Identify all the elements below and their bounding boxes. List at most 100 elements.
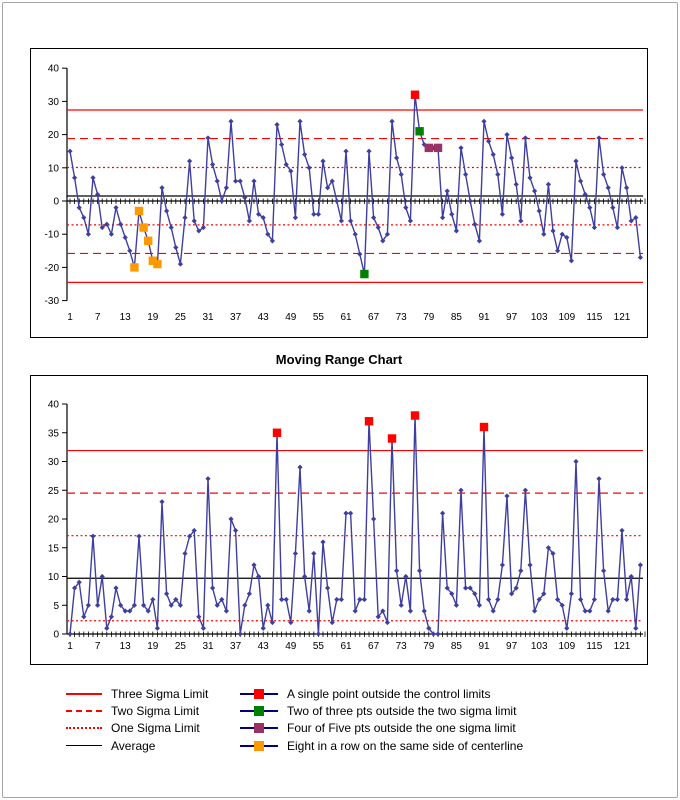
data-point [72,175,78,181]
data-point [596,135,602,141]
x-tick-label: 97 [506,641,518,652]
data-point [95,602,101,608]
data-point [329,178,335,184]
data-point [265,231,271,237]
data-point [440,215,446,221]
legend-line-item: Three Sigma Limit [66,685,208,702]
legend: Three Sigma Limit Two Sigma Limit One Sigm… [0,685,680,765]
y-tick-label: 10 [48,163,60,174]
legend-line-label: Three Sigma Limit [111,686,209,701]
data-point [223,608,229,614]
data-point [334,198,340,204]
data-point [200,224,206,231]
data-point [288,619,294,626]
x-tick-label: 85 [451,312,463,323]
data-point [522,135,528,141]
data-point [536,208,542,214]
data-point [81,614,87,620]
data-point [200,625,206,631]
data-point [610,596,616,603]
x-tick-label: 61 [340,641,352,652]
data-point [458,487,464,493]
data-point [223,185,229,191]
data-point [352,231,358,237]
data-point [214,602,220,608]
data-point [219,198,225,204]
x-tick-label: 55 [313,641,325,652]
legend-line-label: Two Sigma Limit [111,704,200,719]
data-point [228,118,234,124]
data-point [237,178,243,184]
legend-line-item: One Sigma Limit [66,720,208,737]
data-point [417,568,423,574]
data-point [444,188,450,194]
data-point [251,562,257,568]
moving-range-chart-svg: 40 35 30 25 20 15 10 5 01 7 13 19 25 31 37 43 49 55 61 67 73… [48,400,646,652]
legend-line-label: One Sigma Limit [111,721,200,736]
data-point [564,234,570,241]
data-point [99,573,105,580]
y-tick-label: 40 [48,400,60,411]
data-point [182,215,188,221]
data-point [210,161,216,168]
x-tick-label: 49 [285,312,297,323]
data-point [633,215,639,221]
data-point [72,585,78,591]
data-point [624,596,630,603]
data-point [532,608,538,614]
legend-marker-label: Eight in a row on the same side of cente… [287,738,524,753]
data-point [173,596,179,603]
data-point [361,596,367,603]
data-point [596,476,602,482]
data-point [403,205,409,211]
special-point-eight-in-row [153,259,162,269]
data-point [283,596,289,603]
data-point [164,208,170,214]
data-point [67,631,73,637]
legend-marker-item: A single point outside the control limit… [240,685,523,702]
data-point [628,573,634,580]
data-point [325,185,331,191]
x-tick-label: 85 [451,641,463,652]
special-point-eight-in-row [148,256,157,265]
data-point [407,608,413,614]
data-point [343,510,349,516]
x-tick-label: 91 [478,641,490,652]
y-tick-label: 20 [48,515,60,526]
data-point [375,224,381,231]
data-point [338,596,344,603]
data-point [573,158,579,164]
data-point [518,218,524,224]
x-tick-label: 49 [285,641,297,652]
data-point [320,158,326,164]
data-point [449,211,455,217]
data-point [357,251,363,257]
data-point [233,527,239,534]
x-tick-label: 1 [67,312,73,323]
data-point [302,573,308,580]
data-point [449,591,455,597]
data-point [338,218,344,224]
data-point [555,248,561,254]
data-point [513,181,519,187]
x-tick-label: 25 [175,641,187,652]
data-point [108,614,114,620]
data-point [389,118,395,124]
data-point [559,602,565,608]
y-tick-label: 10 [48,572,60,583]
data-point [173,244,179,251]
data-point [619,527,625,534]
data-point [463,171,469,178]
data-point [587,608,593,614]
data-point [306,608,312,614]
data-line [69,415,642,635]
y-tick-label: -30 [45,296,60,307]
data-point [394,568,400,574]
data-point [145,608,151,614]
data-point [85,231,91,237]
data-point [90,533,96,539]
x-tick-label: 19 [147,312,159,323]
data-point [168,224,174,231]
y-tick-label: 30 [48,97,60,108]
data-point [591,224,597,231]
